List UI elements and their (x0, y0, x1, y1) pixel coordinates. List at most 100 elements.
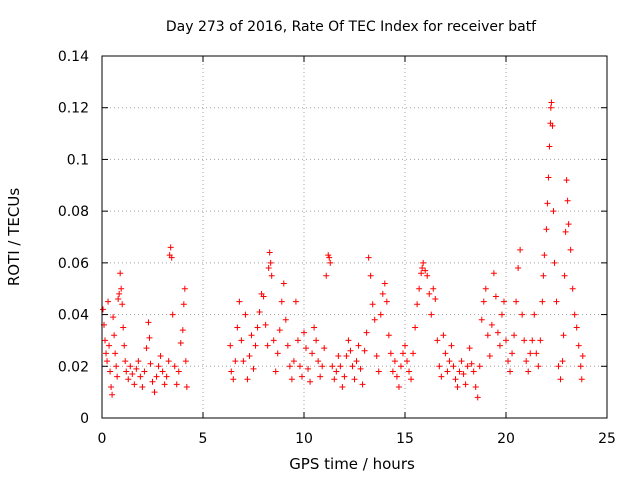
data-point (179, 327, 186, 334)
data-point (264, 342, 271, 349)
data-point (511, 332, 518, 339)
data-point (153, 373, 160, 380)
data-point (509, 350, 516, 357)
data-point (565, 221, 572, 228)
data-point (578, 376, 585, 383)
data-point (416, 285, 423, 292)
data-point (111, 332, 118, 339)
data-point (288, 376, 295, 383)
data-point (367, 272, 374, 279)
data-point (507, 368, 514, 375)
data-point (436, 363, 443, 370)
data-point (309, 350, 316, 357)
data-point (100, 306, 107, 313)
data-point (341, 373, 348, 380)
data-point (163, 373, 170, 380)
data-point (440, 332, 447, 339)
data-point (478, 316, 485, 323)
data-point (402, 342, 408, 349)
data-point (466, 345, 473, 352)
data-point (252, 342, 259, 349)
data-point (430, 285, 437, 292)
data-point (349, 363, 356, 370)
y-tick-label: 0.02 (58, 359, 89, 375)
data-point (114, 373, 121, 380)
data-point (369, 301, 376, 308)
data-point (540, 272, 547, 279)
data-point (127, 363, 134, 370)
data-point (147, 360, 154, 367)
data-point (438, 373, 445, 380)
data-point (513, 298, 520, 305)
data-point (182, 358, 189, 365)
y-tick-label: 0.14 (58, 49, 89, 65)
y-tick-label: 0.04 (58, 308, 89, 324)
data-point (104, 358, 111, 365)
data-point (399, 350, 406, 357)
data-point (365, 254, 372, 261)
data-point (333, 368, 340, 375)
data-point (278, 298, 285, 305)
data-point (452, 376, 459, 383)
data-point (543, 226, 550, 233)
data-point (484, 332, 491, 339)
data-point (361, 347, 368, 354)
data-point (496, 342, 503, 349)
data-point (470, 368, 477, 375)
data-point (171, 363, 178, 370)
data-point (406, 368, 413, 375)
y-tick-label: 0.08 (58, 204, 89, 220)
data-point (303, 345, 310, 352)
data-point (472, 383, 479, 390)
data-point (462, 381, 469, 388)
data-point (553, 298, 560, 305)
data-point (329, 363, 336, 370)
data-point (159, 368, 166, 375)
data-point (412, 324, 419, 331)
x-tick-label: 0 (98, 431, 107, 447)
data-point (464, 363, 471, 370)
data-point (468, 360, 475, 367)
data-point (492, 293, 499, 300)
data-point (517, 246, 524, 253)
data-point (397, 363, 404, 370)
data-point (103, 350, 110, 357)
data-point (404, 358, 411, 365)
data-point (282, 316, 289, 323)
data-point (240, 358, 247, 365)
data-point (305, 365, 312, 372)
data-point (108, 383, 115, 390)
data-point (244, 376, 251, 383)
data-point (555, 363, 562, 370)
data-point (460, 371, 467, 378)
data-point (454, 383, 461, 390)
data-point (575, 342, 582, 349)
data-point (298, 373, 305, 380)
data-point (323, 272, 330, 279)
x-tick-label: 5 (199, 431, 208, 447)
data-point (551, 259, 558, 266)
data-point (450, 363, 457, 370)
data-point (296, 363, 303, 370)
data-point (168, 254, 175, 261)
data-point (317, 373, 324, 380)
data-point (560, 332, 567, 339)
data-point (319, 363, 326, 370)
data-point (498, 311, 505, 318)
data-point (165, 358, 172, 365)
data-point (139, 383, 146, 390)
data-point (227, 342, 234, 349)
data-point (563, 177, 570, 184)
data-point (120, 324, 127, 331)
data-point (284, 342, 291, 349)
data-point (119, 301, 126, 308)
data-point (345, 337, 352, 344)
data-point (137, 373, 144, 380)
data-point (169, 311, 176, 318)
data-point (567, 246, 574, 253)
y-tick-label: 0.1 (67, 152, 89, 168)
data-point (549, 122, 556, 129)
data-point (315, 358, 322, 365)
data-point (268, 272, 275, 279)
data-point (260, 293, 267, 300)
